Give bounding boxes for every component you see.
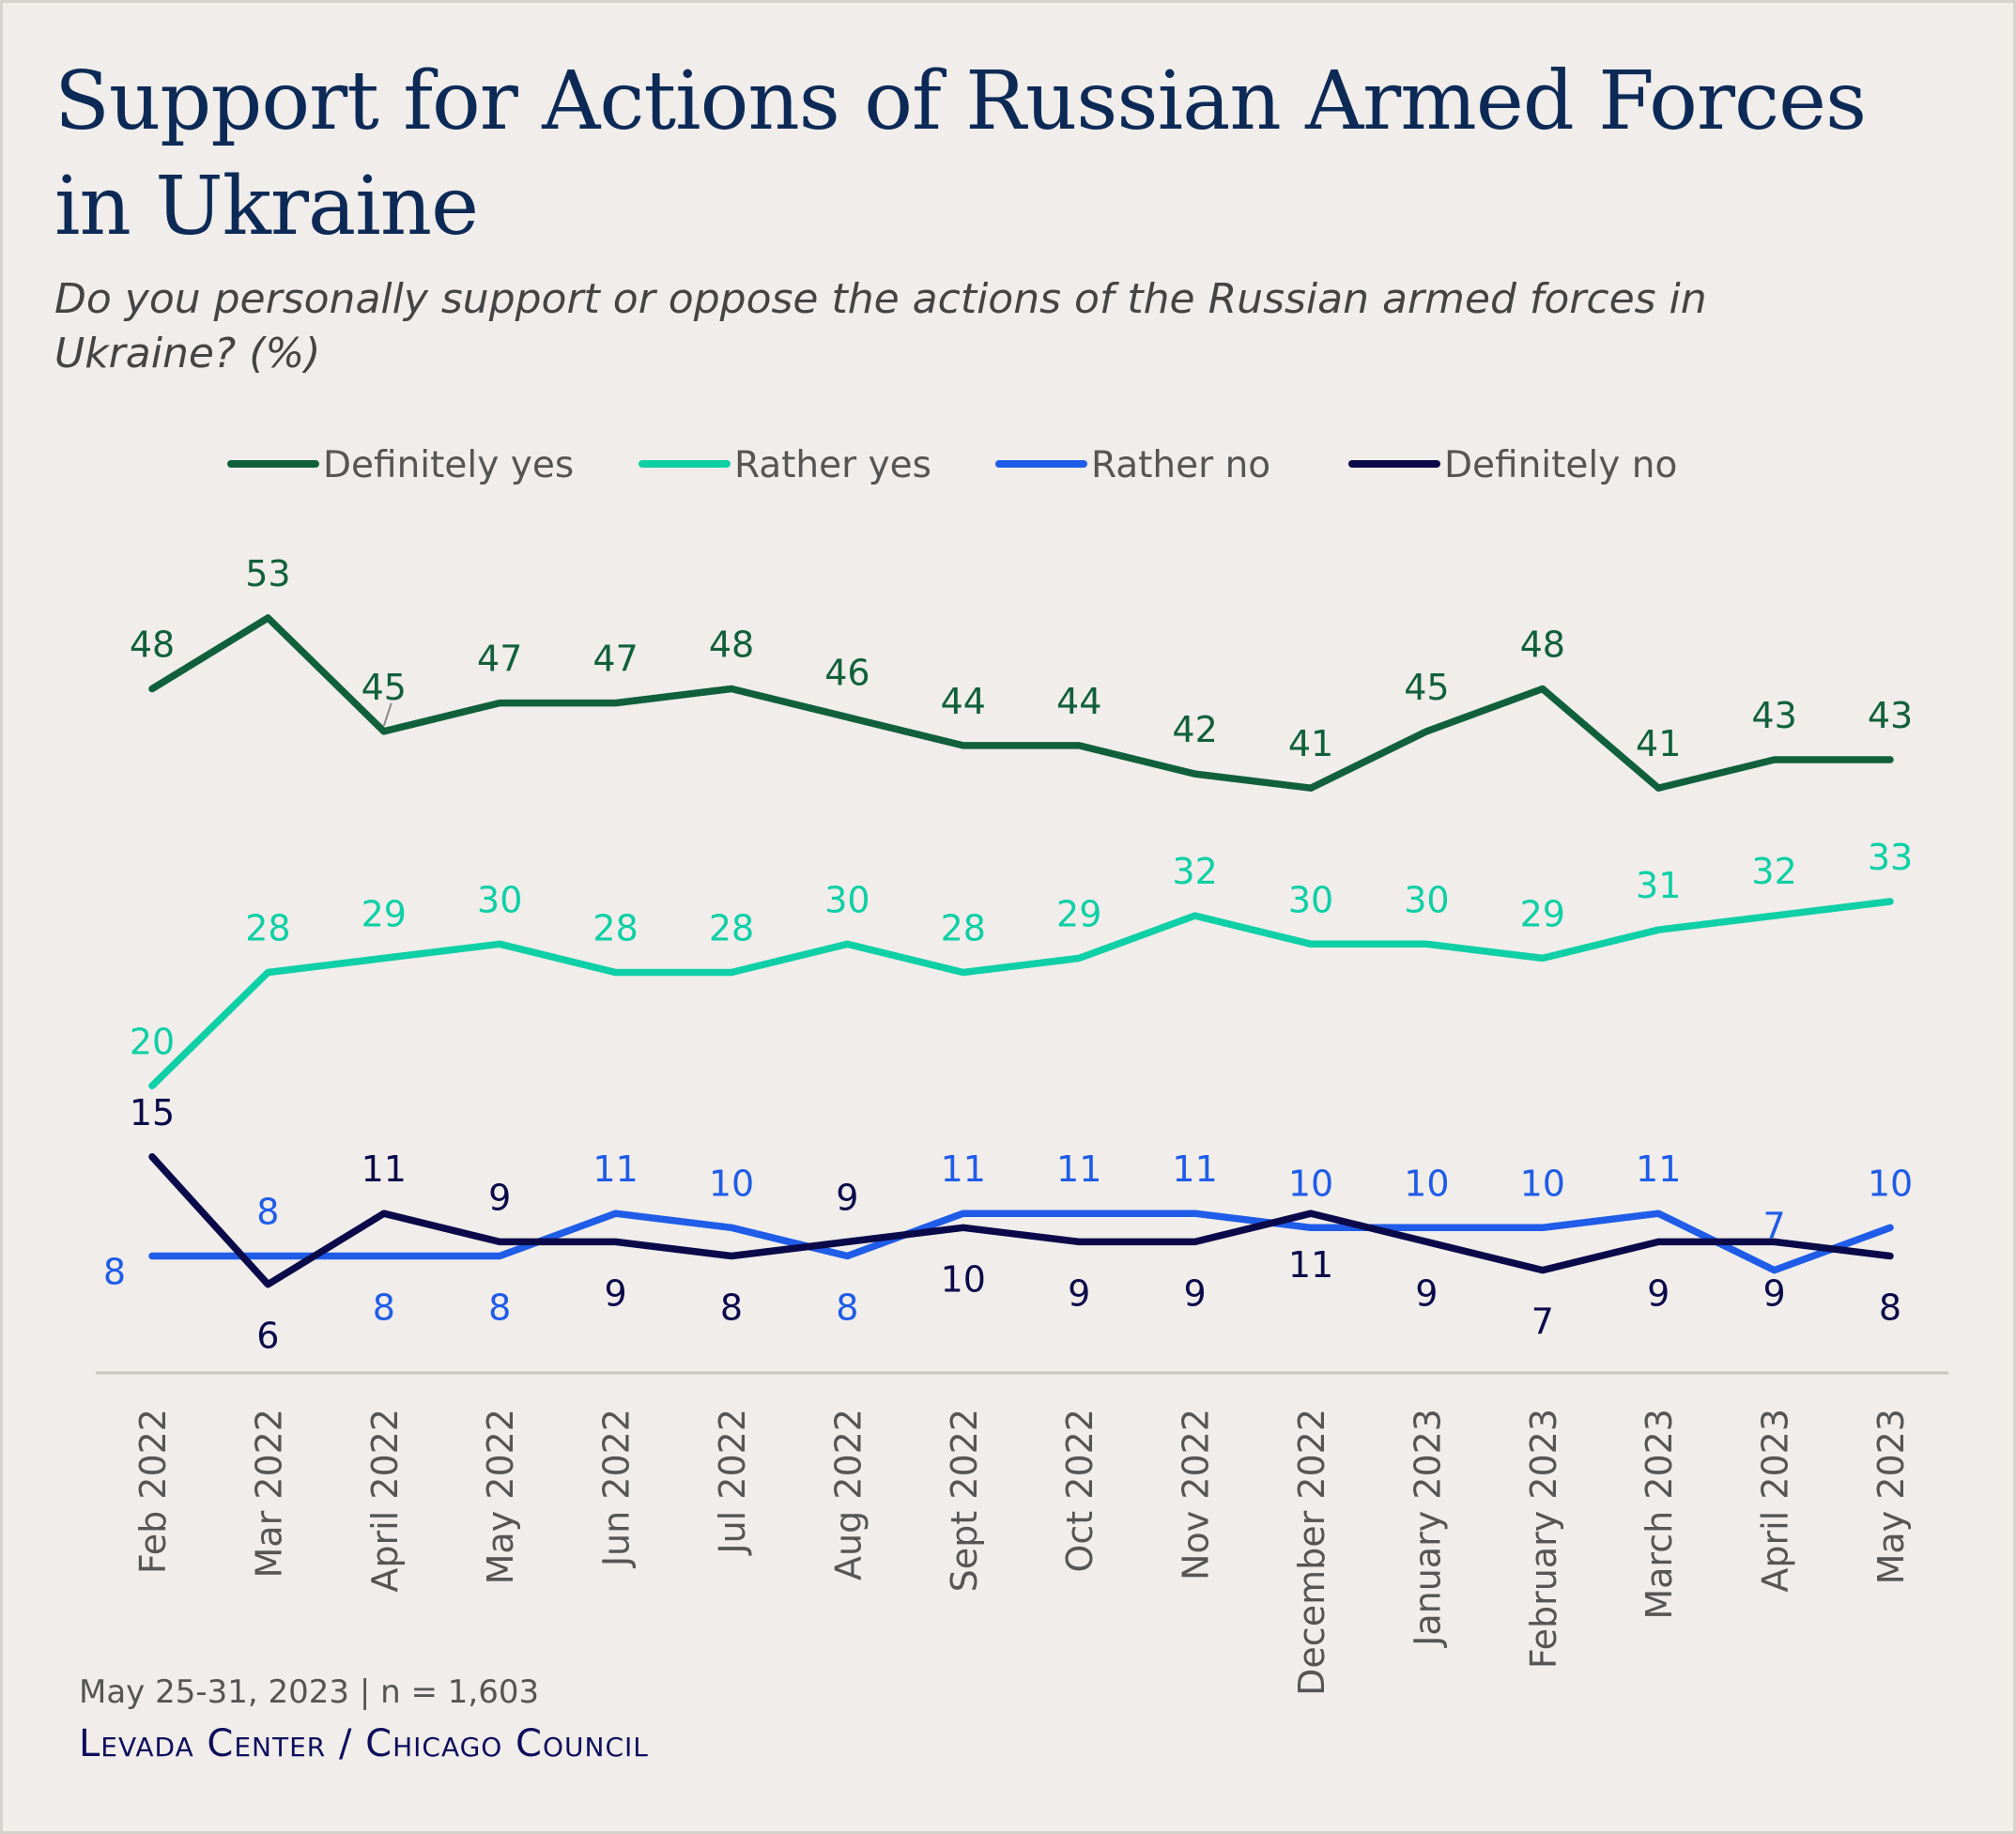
x-tick-label: May 2023 [1870,1409,1912,1584]
data-label: 33 [1868,837,1913,878]
x-tick-label: Jun 2022 [596,1409,638,1568]
x-tick-label: April 2022 [364,1409,406,1593]
data-label: 9 [1763,1272,1786,1314]
data-label: 9 [1415,1272,1438,1314]
data-label: 43 [1751,695,1796,736]
legend-label: Rather no [1091,444,1270,486]
data-label: 30 [1288,879,1333,920]
legend-item-definitely-no: Definitely no [1348,444,1677,486]
data-label: 9 [1647,1272,1670,1314]
data-label: 10 [1520,1163,1565,1204]
data-label: 8 [103,1252,126,1293]
data-label: 7 [1531,1302,1554,1343]
data-label: 9 [605,1272,627,1314]
data-label: 30 [477,879,522,920]
data-label: 30 [824,879,869,920]
series-line-definitely-no [148,1153,1894,1288]
data-label: 46 [824,653,869,694]
data-label: 28 [709,908,754,949]
x-tick-label: Oct 2022 [1059,1409,1100,1573]
footer-source: Levada Center / Chicago Council [79,1722,649,1765]
x-tick-label: Feb 2022 [132,1409,174,1574]
data-label: 32 [1172,851,1217,892]
data-label: 31 [1636,865,1681,906]
data-label: 30 [1404,879,1449,920]
data-label: 6 [256,1316,279,1357]
data-label: 8 [373,1287,395,1329]
data-label: 47 [477,639,522,680]
data-label: 44 [1056,681,1101,722]
data-label: 8 [1879,1287,1901,1329]
footer-date-sample: May 25-31, 2023 | n = 1,603 [79,1673,540,1711]
x-tick-label: Jul 2022 [712,1409,753,1556]
legend-item-rather-no: Rather no [995,444,1270,486]
x-tick-label: March 2023 [1639,1409,1680,1620]
x-tick-label: December 2022 [1291,1409,1332,1696]
data-label: 11 [362,1148,407,1190]
data-label: 41 [1636,723,1681,764]
legend-item-rather-yes: Rather yes [639,444,931,486]
legend-label: Rather yes [734,444,931,486]
chart-subtitle: Do you personally support or oppose the … [54,275,1707,378]
chart-title: Support for Actions of Russian Armed For… [54,54,1867,254]
data-label: 11 [592,1148,638,1190]
data-label: 53 [245,553,290,594]
data-label: 8 [488,1287,511,1329]
data-label: 29 [362,893,407,934]
data-label: 11 [1288,1244,1333,1286]
data-label: 20 [130,1021,175,1062]
data-label: 28 [941,908,986,949]
data-label: 9 [488,1177,511,1218]
data-label: 9 [1184,1272,1207,1314]
series-line-rather-yes [148,898,1894,1090]
x-tick-label: Aug 2022 [827,1409,869,1580]
data-label: 48 [1520,624,1565,666]
data-label: 48 [709,624,754,666]
data-label: 9 [1068,1272,1090,1314]
x-tick-label: February 2023 [1523,1409,1564,1669]
data-label: 32 [1751,851,1796,892]
data-label: 43 [1868,695,1913,736]
legend-item-definitely-yes: Definitely yes [227,444,574,486]
x-tick-label: Sept 2022 [944,1409,985,1592]
series-line-rather-no [148,1210,1894,1274]
label-leader-line [382,702,392,727]
data-label: 15 [130,1092,175,1133]
data-label: 7 [1763,1206,1786,1247]
data-label: 10 [709,1163,754,1204]
legend-label: Definitely no [1444,444,1677,486]
x-tick-label: January 2023 [1407,1409,1448,1648]
data-label: 11 [1172,1148,1217,1190]
x-tick-label: Mar 2022 [248,1409,289,1578]
data-label: 8 [836,1287,858,1329]
data-label: 9 [836,1177,858,1218]
data-label: 11 [1636,1148,1681,1190]
data-label: 28 [245,908,290,949]
data-label: 11 [941,1148,986,1190]
data-label: 10 [941,1258,986,1300]
data-label: 8 [720,1287,743,1329]
data-label: 28 [592,908,638,949]
series-line-definitely-yes [148,614,1894,792]
legend-label: Definitely yes [323,444,574,486]
data-label: 41 [1288,723,1333,764]
data-label: 11 [1056,1148,1101,1190]
data-label: 10 [1288,1163,1333,1204]
data-label: 10 [1868,1163,1913,1204]
data-label: 48 [130,624,175,666]
data-label: 45 [1404,667,1449,708]
data-label: 42 [1172,709,1217,750]
data-label: 10 [1404,1163,1449,1204]
data-label: 44 [941,681,986,722]
data-label: 47 [592,639,638,680]
data-label: 29 [1520,893,1565,934]
data-label: 8 [256,1192,279,1233]
x-tick-label: Nov 2022 [1176,1409,1217,1580]
data-label: 45 [362,667,407,708]
data-label: 29 [1056,893,1101,934]
x-tick-label: April 2023 [1755,1409,1796,1593]
x-tick-label: May 2022 [480,1409,521,1584]
